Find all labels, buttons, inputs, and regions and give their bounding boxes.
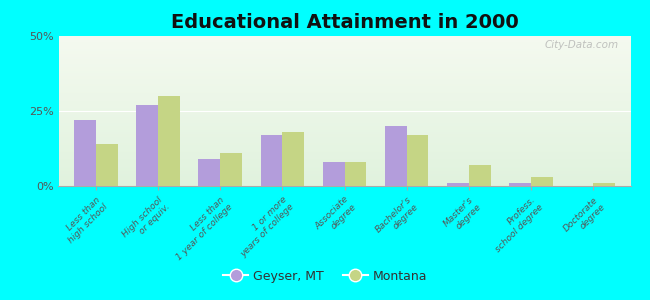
Bar: [261, 135, 282, 186]
Bar: [323, 162, 345, 186]
Bar: [96, 144, 118, 186]
Bar: [385, 126, 407, 186]
Bar: [447, 183, 469, 186]
Bar: [469, 165, 491, 186]
Bar: [198, 159, 220, 186]
Bar: [158, 96, 180, 186]
Bar: [509, 183, 531, 186]
Bar: [74, 120, 96, 186]
Bar: [593, 183, 615, 186]
Legend: Geyser, MT, Montana: Geyser, MT, Montana: [218, 265, 432, 288]
Bar: [531, 177, 552, 186]
Title: Educational Attainment in 2000: Educational Attainment in 2000: [170, 13, 519, 32]
Text: City-Data.com: City-Data.com: [545, 40, 619, 50]
Bar: [344, 162, 366, 186]
Bar: [407, 135, 428, 186]
Bar: [136, 105, 158, 186]
Bar: [282, 132, 304, 186]
Bar: [220, 153, 242, 186]
